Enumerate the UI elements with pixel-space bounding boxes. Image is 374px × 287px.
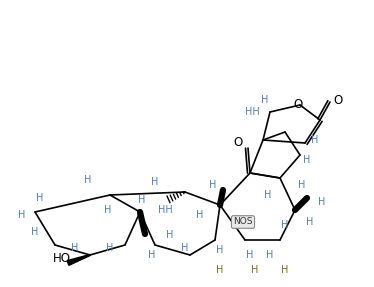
Text: H: H (311, 135, 319, 145)
Text: H: H (281, 265, 289, 275)
Text: H: H (138, 195, 146, 205)
Text: H: H (261, 95, 269, 105)
Text: O: O (233, 137, 243, 150)
Text: H: H (246, 250, 254, 260)
Text: H: H (36, 193, 44, 203)
Text: H: H (71, 243, 79, 253)
Text: H: H (318, 197, 326, 207)
Text: H: H (148, 250, 156, 260)
Text: H: H (31, 227, 39, 237)
Text: NOS: NOS (233, 218, 253, 226)
Text: H: H (106, 243, 114, 253)
Text: H: H (306, 217, 314, 227)
Text: H: H (166, 230, 174, 240)
Text: H: H (298, 180, 306, 190)
Text: H: H (216, 245, 224, 255)
Text: H: H (151, 177, 159, 187)
Text: H: H (84, 175, 92, 185)
Text: H: H (216, 265, 224, 275)
Text: HH: HH (157, 205, 172, 215)
Polygon shape (67, 255, 90, 265)
Text: H: H (18, 210, 26, 220)
Text: H: H (241, 220, 249, 230)
Text: HH: HH (245, 107, 260, 117)
Text: H: H (264, 190, 272, 200)
Text: H: H (104, 205, 112, 215)
Text: H: H (303, 155, 311, 165)
Text: H: H (196, 210, 204, 220)
Text: O: O (293, 98, 303, 110)
Text: O: O (333, 94, 343, 106)
Text: H: H (251, 265, 259, 275)
Text: H: H (181, 243, 189, 253)
Text: H: H (281, 220, 289, 230)
Text: HO: HO (53, 251, 71, 265)
Text: H: H (266, 250, 274, 260)
Text: H: H (209, 180, 217, 190)
